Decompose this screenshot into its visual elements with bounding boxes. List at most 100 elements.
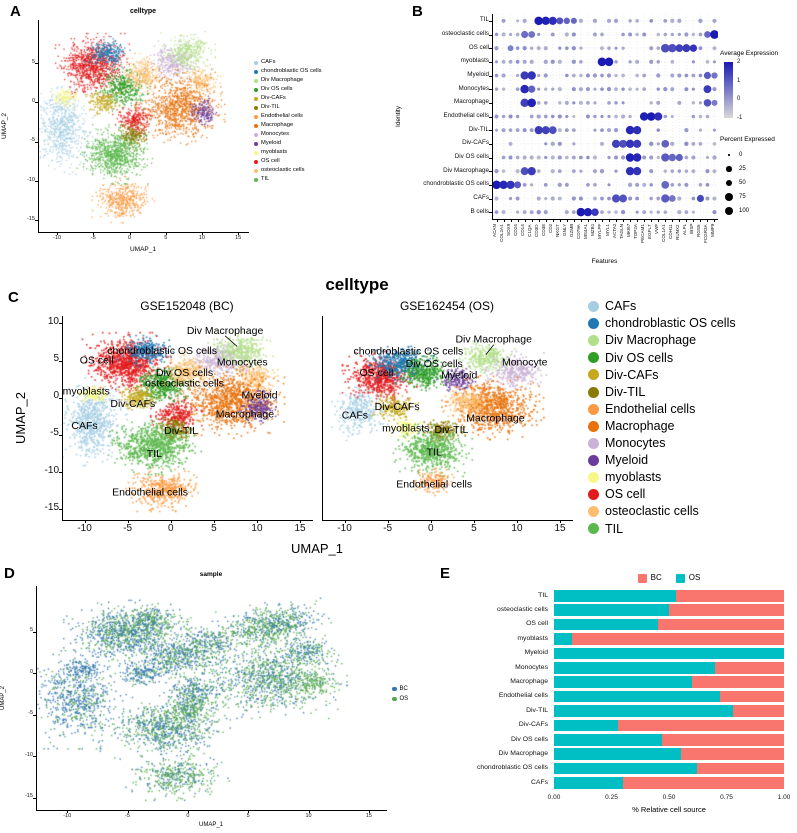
expression-dot [684, 128, 689, 133]
legend-item: Macrophage [254, 121, 322, 130]
expression-dot [712, 128, 717, 132]
expression-dot [712, 18, 717, 23]
legend-item: myoblasts [254, 148, 322, 157]
expression-dot [628, 114, 632, 119]
expression-dot [508, 155, 513, 160]
expression-dot [654, 112, 663, 121]
bar-row-label: Div-TIL [526, 706, 548, 714]
expression-dot [668, 43, 677, 53]
expression-dot [557, 114, 562, 119]
feature-label: NKG7 [555, 224, 561, 237]
expression-dot [656, 100, 661, 105]
feature-label: MYLPF [597, 224, 603, 240]
expression-dot [514, 181, 522, 189]
identity-label: Monocytes [458, 84, 489, 92]
expression-dot [557, 87, 562, 92]
legend-label: chondroblastic OS cells [605, 316, 736, 331]
bar-track [554, 618, 784, 631]
expression-dot [527, 98, 537, 108]
expression-dot [670, 60, 675, 64]
legend-item: myoblasts [588, 469, 736, 486]
x-tick-mark [256, 520, 258, 523]
expression-dot [571, 128, 576, 133]
legend-swatch [588, 454, 599, 466]
expression-dot [642, 73, 647, 78]
identity-label: Div-CAFs [462, 139, 489, 147]
feature-label: MMP9 [709, 224, 715, 238]
expression-dot [691, 155, 696, 160]
x-tick-label: 15 [235, 235, 242, 241]
expression-dot [677, 183, 681, 187]
identity-tick-mark [489, 48, 492, 50]
bar-segment-os [554, 705, 734, 717]
expression-dot [614, 73, 618, 78]
umap-bc-plot: -10 -5 0 5 10 15 10 5 0 -5 -10 -15 OS cell chondrobla… [45, 316, 313, 534]
bar-x-tick-label: 0.25 [605, 794, 618, 801]
expression-dot [621, 32, 625, 37]
expression-dot [684, 87, 689, 92]
bar-track [554, 604, 784, 616]
bar-segment-bc [618, 719, 784, 732]
bar-track [554, 690, 784, 703]
expression-dot [557, 128, 562, 133]
expression-dot [712, 210, 717, 215]
expression-dot [565, 114, 569, 119]
expression-dot [698, 183, 703, 187]
y-tick-mark [59, 434, 62, 436]
expression-dot [543, 73, 548, 78]
expression-dot [571, 87, 576, 92]
x-tick-label: 10 [511, 523, 523, 534]
expression-dot [516, 19, 520, 23]
legend-swatch [254, 159, 258, 164]
expression-dot [536, 114, 541, 119]
legend-swatch [588, 352, 599, 364]
bar-row-label: Div-CAFs [518, 721, 548, 729]
identity-label: Div-TIL [468, 125, 489, 133]
expression-dot [600, 87, 604, 91]
identity-tick-mark [489, 198, 492, 200]
legend-label: TIL [261, 175, 270, 182]
bar-segment-bc [692, 676, 784, 688]
expression-dot [501, 155, 506, 160]
expression-dot [663, 32, 668, 37]
identity-tick-mark [489, 61, 492, 63]
expression-dot [684, 141, 689, 146]
expression-dot [565, 155, 569, 160]
expression-dot [684, 155, 689, 160]
expression-dot [635, 210, 639, 214]
expression-dot [537, 87, 541, 91]
expression-dot [571, 196, 576, 201]
dotplot-grid [493, 14, 718, 219]
identity-tick-mark [489, 75, 492, 77]
bar-row-label: Div OS cells [510, 735, 548, 743]
y-tick-label: 10 [47, 316, 59, 328]
y-tick-mark [33, 756, 36, 758]
expression-dot [625, 153, 635, 162]
panel-d-title: sample [199, 571, 223, 578]
expression-dot [606, 73, 612, 78]
expression-dot [711, 72, 718, 79]
umap-bc-canvas [63, 316, 312, 519]
y-tick-label: -15 [27, 215, 35, 222]
bar-row-label: myoblasts [517, 634, 548, 642]
bar-row-label: CAFs [531, 778, 548, 786]
expression-dot [614, 114, 618, 119]
y-tick-label: -5 [28, 710, 33, 717]
expression-dot [677, 100, 682, 105]
expression-dot [661, 140, 670, 148]
expression-dot [670, 183, 675, 187]
expression-dot [536, 100, 541, 105]
bar-segment-bc [715, 662, 784, 674]
x-tick-label: 15 [365, 813, 372, 819]
bar-track [554, 705, 784, 717]
expression-dot [536, 73, 541, 78]
x-tick-label: -5 [123, 523, 133, 534]
y-tick-label: 5 [29, 627, 33, 634]
feature-tick-mark [552, 219, 554, 222]
expression-dot [712, 46, 717, 51]
expression-dot [520, 71, 529, 80]
bar-track [554, 762, 784, 775]
expression-dot [661, 194, 670, 203]
legend-label: chondroblastic OS cells [261, 67, 322, 74]
avg-expression-legend-title: Average Expression [720, 50, 779, 57]
